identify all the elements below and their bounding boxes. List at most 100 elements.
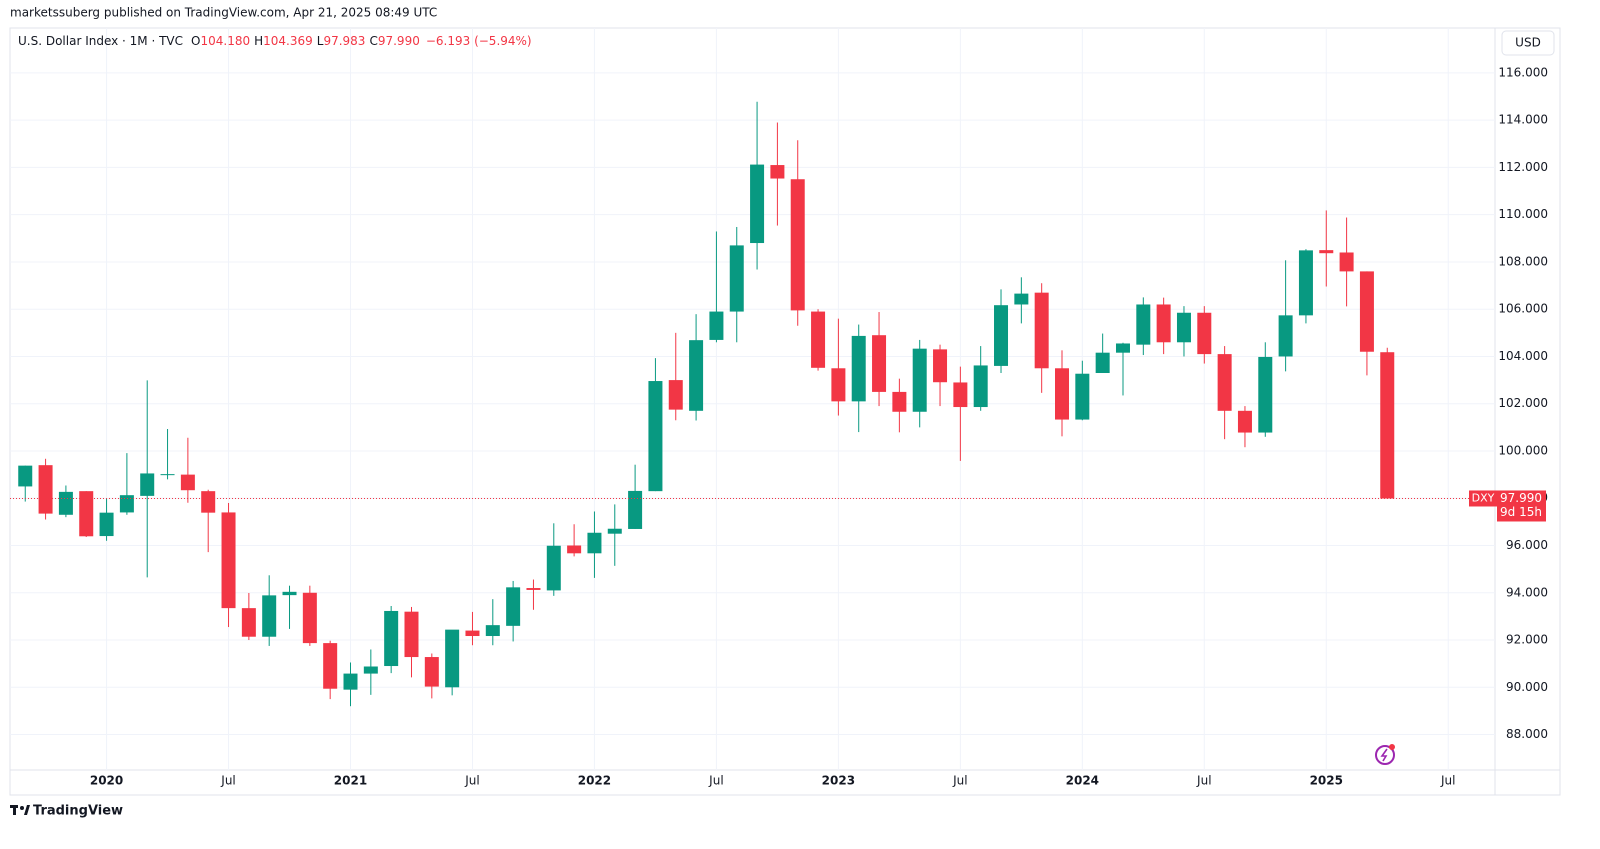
- price-tag-value: 97.990: [1500, 491, 1542, 505]
- price-tag: [1497, 490, 1546, 522]
- candle-body: [323, 643, 338, 689]
- candle-body: [750, 164, 765, 244]
- brand-logo: [10, 805, 30, 815]
- y-tick-label: 94.000: [1506, 585, 1548, 599]
- y-tick-label: 110.000: [1498, 207, 1548, 221]
- ohlc-value: 97.990: [378, 34, 420, 48]
- x-tick-label: Jul: [708, 774, 723, 788]
- candle-body: [811, 311, 826, 368]
- ohlc-key: L: [317, 34, 324, 48]
- candle-body: [1075, 373, 1090, 420]
- legend: U.S. Dollar Index · 1M · TVC O104.180 H104…: [18, 34, 532, 48]
- ohlc-key: O: [191, 34, 200, 48]
- x-tick-label: 2023: [822, 774, 855, 788]
- price-tag-countdown: 9d 15h: [1500, 505, 1542, 519]
- chart-frame: [9, 27, 1561, 796]
- x-tick-label: 2025: [1310, 774, 1343, 788]
- candle-body: [1136, 304, 1151, 345]
- candle-body: [872, 335, 887, 392]
- attribution: marketssuberg published on TradingView.c…: [10, 6, 437, 20]
- candle-body: [567, 545, 582, 554]
- y-tick-label: 100.000: [1498, 443, 1548, 457]
- y-tick-label: 114.000: [1498, 113, 1548, 127]
- x-tick-label: 2024: [1066, 774, 1099, 788]
- y-tick-label: 108.000: [1498, 254, 1548, 268]
- candle-body: [1237, 410, 1252, 433]
- candle-body: [1055, 368, 1070, 420]
- candle-body: [1176, 312, 1191, 343]
- y-tick-label: 116.000: [1498, 65, 1548, 79]
- candle-body: [18, 465, 33, 487]
- y-tick-label: 112.000: [1498, 160, 1548, 174]
- candle-body: [729, 245, 744, 312]
- candle-body: [201, 491, 216, 513]
- candle-body: [506, 587, 521, 626]
- symbol-tag: [1469, 490, 1497, 507]
- flash-icon[interactable]: [1375, 744, 1395, 765]
- candle-body: [1034, 292, 1049, 369]
- candle-body: [1298, 250, 1313, 316]
- symbol: U.S. Dollar Index · 1M · TVC: [18, 34, 183, 48]
- ohlc-value: 97.983: [323, 34, 365, 48]
- candle-body: [1258, 356, 1273, 433]
- candle-body: [689, 340, 704, 411]
- ohlc-key: C: [369, 34, 377, 48]
- y-tick-label: 106.000: [1498, 302, 1548, 316]
- candle-body: [912, 348, 927, 412]
- candle-body: [241, 608, 256, 637]
- candle-body: [1339, 252, 1354, 272]
- x-tick-label: 2020: [90, 774, 123, 788]
- candle-body: [1217, 354, 1232, 411]
- candle-body: [99, 512, 114, 537]
- candle-body: [160, 474, 175, 476]
- brand: TradingView: [33, 804, 123, 819]
- candle-body: [892, 391, 907, 412]
- x-tick-label: 2022: [578, 774, 611, 788]
- candle-body: [973, 365, 988, 408]
- candle-body: [119, 495, 134, 513]
- candle-body: [648, 381, 663, 492]
- candle-body: [933, 349, 948, 383]
- candle-body: [587, 532, 602, 554]
- candle-body: [790, 179, 805, 311]
- ohlc-value: 104.180: [200, 34, 250, 48]
- candle-body: [628, 490, 643, 529]
- y-tick-label: 92.000: [1506, 633, 1548, 647]
- candle-body: [343, 673, 358, 690]
- x-tick-label: Jul: [220, 774, 235, 788]
- candle-body: [1359, 271, 1374, 352]
- candle-body: [58, 491, 73, 515]
- ohlc-value: 104.369: [263, 34, 313, 48]
- candle-body: [38, 465, 53, 514]
- candle-body: [302, 592, 317, 644]
- candle-body: [1115, 343, 1130, 353]
- candle-body: [546, 545, 561, 591]
- change: −6.193 (−5.94%): [426, 34, 532, 48]
- candle-body: [485, 625, 500, 637]
- candle-body: [1319, 250, 1334, 254]
- x-tick-label: Jul: [952, 774, 967, 788]
- candle-body: [140, 473, 155, 496]
- candle-body: [953, 382, 968, 408]
- candle-body: [1014, 293, 1029, 305]
- candle-body: [1278, 315, 1293, 357]
- y-tick-label: 96.000: [1506, 538, 1548, 552]
- ohlc-key: H: [254, 34, 263, 48]
- candle-body: [770, 165, 785, 179]
- currency[interactable]: USD: [1515, 36, 1541, 50]
- candle-body: [1156, 304, 1171, 343]
- y-tick-label: 102.000: [1498, 396, 1548, 410]
- candle-body: [526, 588, 541, 590]
- symbol-tag-text: DXY: [1472, 491, 1495, 504]
- x-tick-label: Jul: [464, 774, 479, 788]
- candle-body: [424, 657, 439, 687]
- candle-body: [79, 491, 94, 537]
- x-tick-label: Jul: [1440, 774, 1455, 788]
- x-tick-label: 2021: [334, 774, 367, 788]
- candle-body: [831, 368, 846, 402]
- candle-body: [262, 595, 277, 637]
- candles: [10, 101, 1495, 707]
- candle-body: [282, 591, 297, 596]
- currency-button[interactable]: [1501, 30, 1555, 56]
